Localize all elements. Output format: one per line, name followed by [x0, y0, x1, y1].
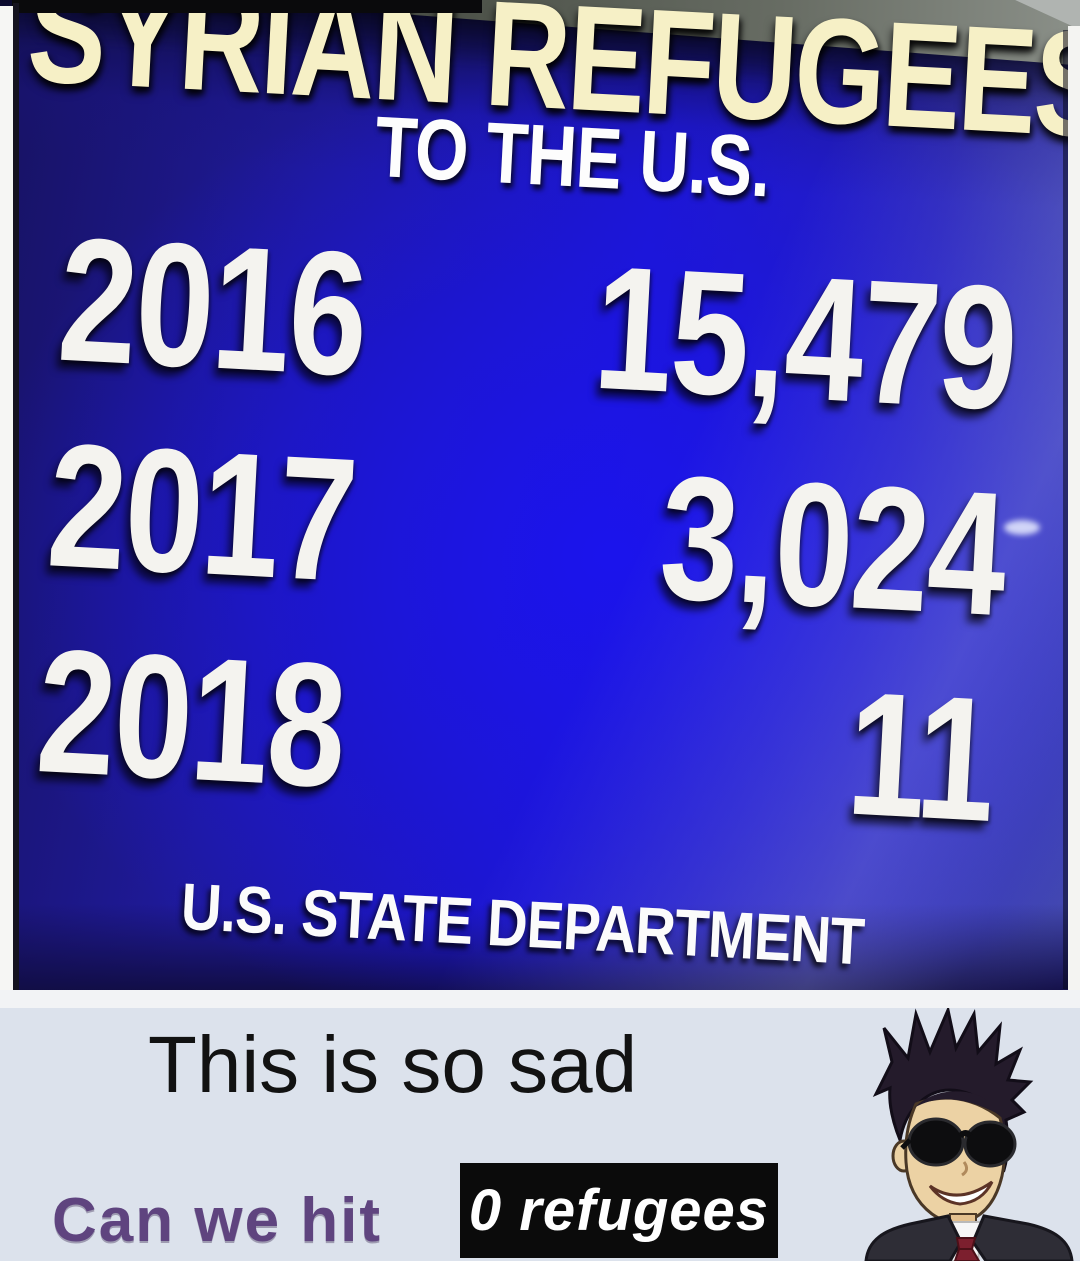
left-white-border: [0, 6, 13, 993]
right-white-border: [1068, 26, 1080, 991]
data-table: 2016 15,479 2017 3,024 2018 11: [32, 201, 1021, 879]
suit-left: [864, 1214, 963, 1261]
table-row: 2017 3,024: [43, 407, 1010, 654]
tie-blade: [953, 1248, 981, 1261]
left-black-border: [13, 3, 19, 993]
mouth: [928, 1180, 994, 1206]
sunglasses-arm: [900, 1138, 912, 1150]
caption-text: This is so sad: [148, 1020, 638, 1109]
tv-background: [0, 0, 1080, 993]
value-cell: 3,024: [655, 439, 1010, 654]
hair-fringe: [914, 1091, 998, 1114]
suit-right: [971, 1214, 1074, 1261]
screen-sheen: [0, 0, 1080, 993]
nose: [961, 1161, 969, 1177]
sunglasses-right-lens: [963, 1120, 1017, 1168]
panel-divider: [0, 990, 1080, 1008]
right-dark-border: [1063, 30, 1068, 989]
source-attribution: U.S. STATE DEPARTMENT: [179, 868, 866, 979]
top-black-strip: [12, 0, 482, 13]
tv-content: SYRIAN REFUGEES TO THE U.S. 2016 15,479 …: [24, 0, 1080, 979]
highlight-badge: 0 refugees: [460, 1163, 778, 1258]
year-cell: 2016: [54, 201, 371, 414]
table-row: 2016 15,479: [54, 201, 1021, 448]
sunglasses-left-lens: [907, 1117, 965, 1167]
value-cell: 15,479: [589, 229, 1021, 448]
table-row: 2018 11: [32, 613, 999, 859]
tie-knot: [955, 1237, 977, 1250]
year-cell: 2017: [43, 407, 361, 620]
tv-graphic-panel: SYRIAN REFUGEES TO THE U.S. 2016 15,479 …: [0, 0, 1080, 993]
screen-glare: [1004, 520, 1040, 535]
sunglasses-bridge: [957, 1130, 973, 1139]
value-cell: 11: [842, 655, 999, 859]
cartoon-character-icon: [864, 1008, 1074, 1261]
year-cell: 2018: [32, 613, 350, 825]
caption-prefix-text: Can we hit: [52, 1186, 383, 1255]
